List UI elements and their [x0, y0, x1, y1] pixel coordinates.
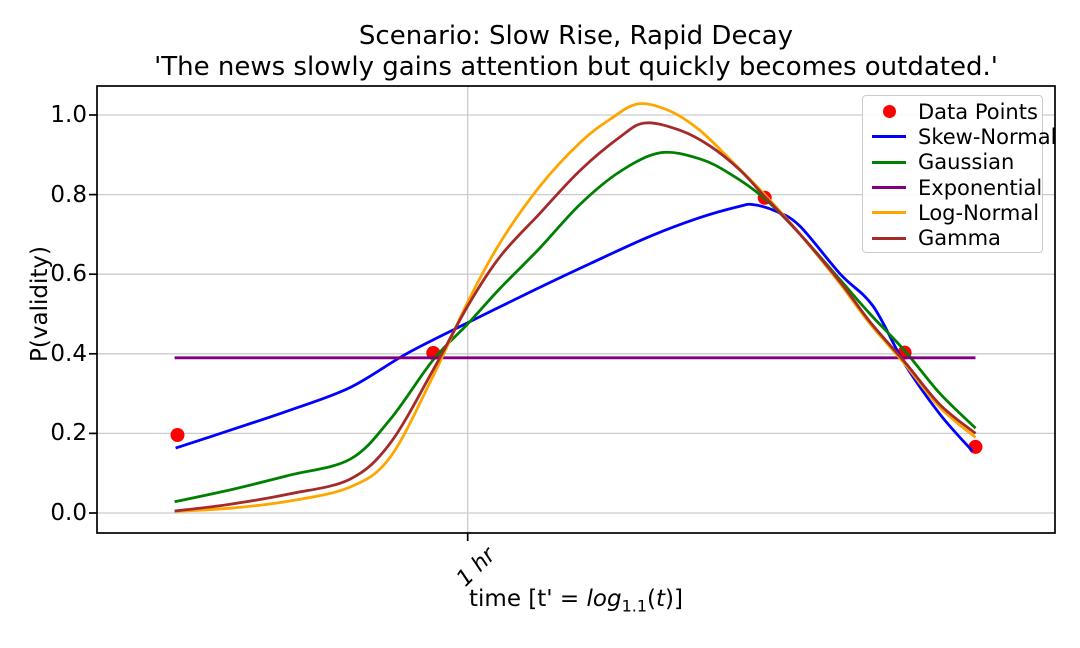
x-label-log: log [586, 586, 622, 612]
x-label-paren-open: ( [647, 586, 656, 612]
blue-line-marker-icon [872, 135, 906, 139]
x-label-var: t [656, 586, 666, 612]
axes-spine [96, 85, 1056, 534]
x-axis-label: time [t' = log1.1(t)] [97, 586, 1055, 616]
data-point [170, 428, 185, 442]
legend-label: Exponential [918, 175, 1043, 200]
x-label-base: 1.1 [621, 596, 648, 616]
legend-item-gamma: Gamma [872, 225, 1042, 250]
y-tick-label: 0.8 [50, 181, 87, 208]
y-axis-label: P(validity) [27, 246, 53, 362]
legend-label: Log-Normal [918, 200, 1040, 225]
legend-item-exponential: Exponential [872, 175, 1042, 200]
y-tick-label: 1.0 [50, 102, 87, 128]
curve-skew-normal [175, 202, 974, 453]
curve-log-normal [174, 102, 977, 513]
legend-label: Gaussian [918, 150, 1015, 175]
data-point [968, 439, 983, 454]
green-line-marker-icon [872, 160, 906, 164]
curve-gaussian [174, 150, 977, 504]
legend-label: Gamma [918, 226, 1001, 251]
y-tick-label: 0.0 [50, 499, 87, 526]
purple-line-marker-icon [872, 186, 906, 190]
legend-label: Skew-Normal [918, 124, 1057, 149]
orange-line-marker-icon [872, 211, 906, 215]
y-tick-label: 0.6 [50, 261, 87, 288]
legend-item-skew-normal: Skew-Normal [872, 124, 1056, 149]
x-label-prefix: time [t' = [469, 586, 587, 612]
legend-item-log-normal: Log-Normal [872, 200, 1042, 225]
x-label-paren-close: )] [665, 586, 683, 612]
chart-title: Scenario: Slow Rise, Rapid Decay 'The ne… [97, 21, 1055, 82]
legend-item-data-points: Data Points [872, 99, 1042, 124]
brown-line-marker-icon [872, 236, 906, 240]
title-line-1: Scenario: Slow Rise, Rapid Decay [358, 21, 794, 51]
title-line-2: 'The news slowly gains attention but qui… [154, 51, 998, 82]
red-dot-marker-icon [872, 105, 906, 119]
legend-label: Data Points [918, 99, 1038, 124]
curve-gamma [174, 121, 977, 513]
legend-item-gaussian: Gaussian [872, 150, 1042, 175]
y-tick-label: 0.4 [50, 340, 87, 367]
legend: Data Points Skew-Normal Gaussian Exponen… [862, 95, 1056, 253]
y-tick-label: 0.2 [50, 420, 87, 447]
